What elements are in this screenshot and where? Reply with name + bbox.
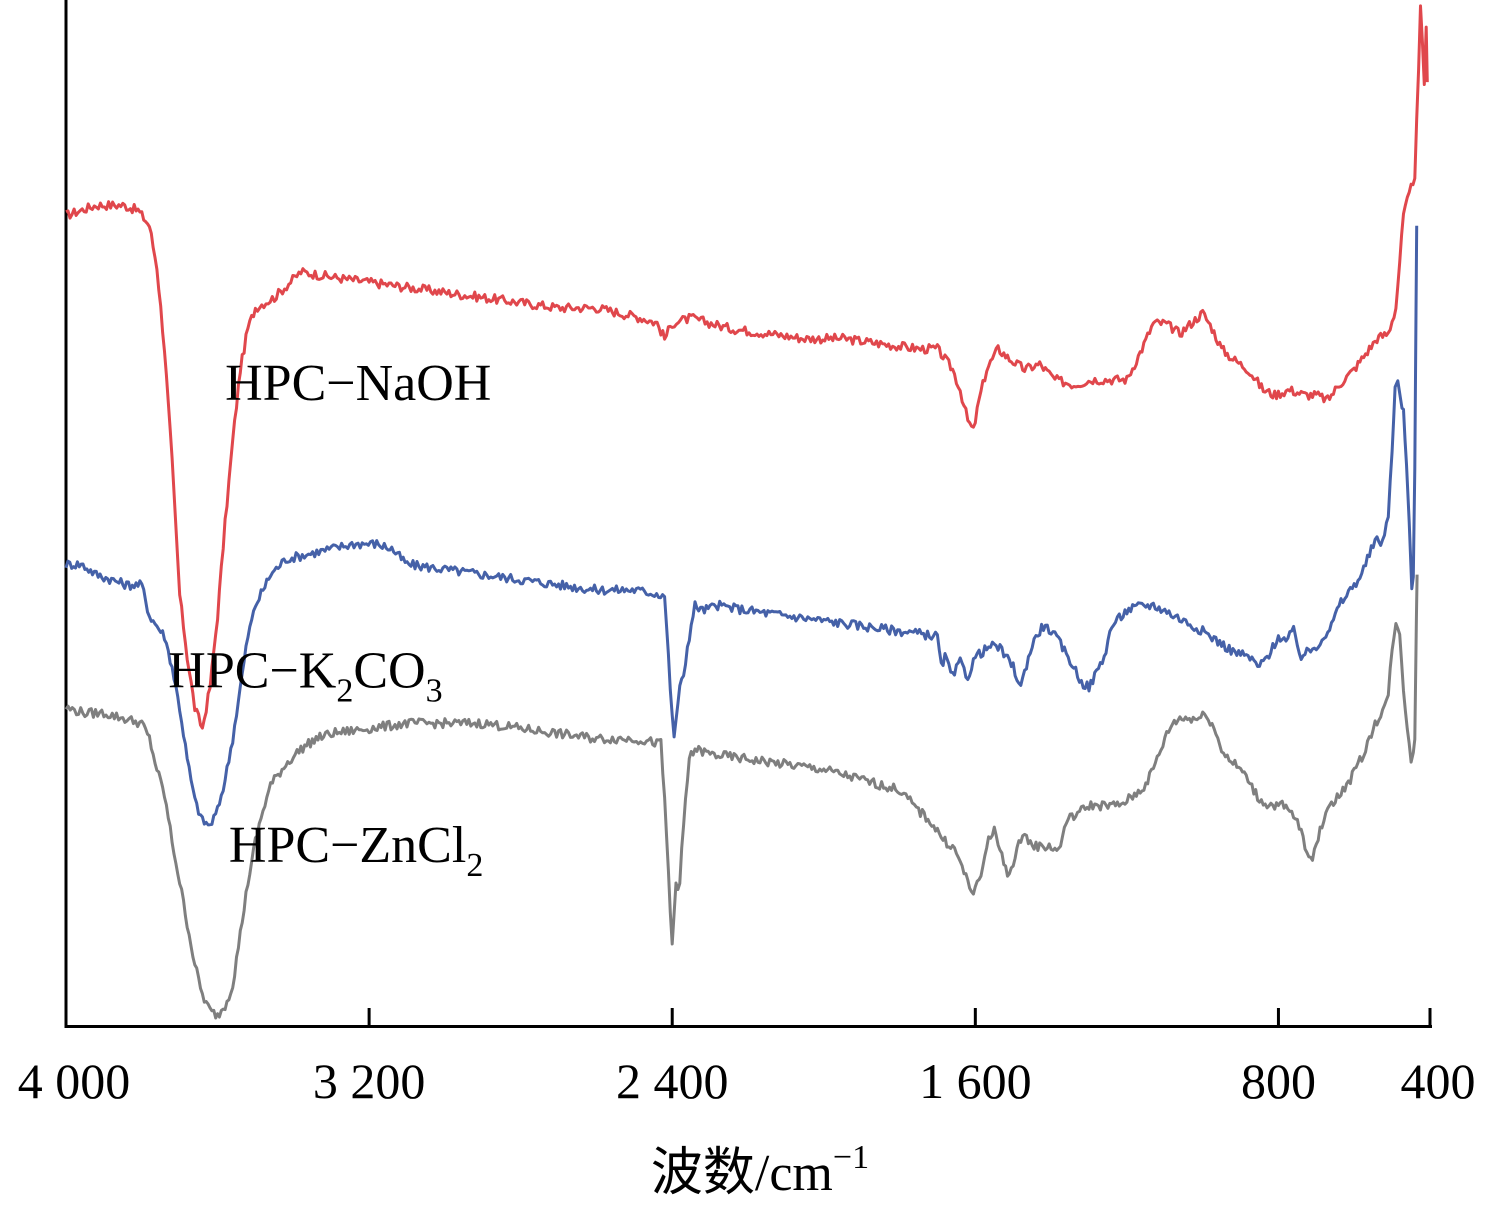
series-label: HPC−K2CO3 [168, 642, 442, 709]
series-label-text: CO [353, 642, 425, 699]
series-label-subscript: 3 [426, 672, 443, 709]
x-axis-title-text: 波数/cm [651, 1145, 833, 1202]
series-layer [64, 4, 1429, 1020]
series-line [64, 574, 1419, 1020]
series-label: HPC−ZnCl2 [229, 817, 483, 884]
x-tick-label: 800 [1241, 1053, 1316, 1109]
x-axis-title: 波数/cm−1 [651, 1139, 869, 1202]
series-label-text: HPC−NaOH [225, 355, 491, 412]
series-label-subscript: 2 [336, 672, 353, 709]
x-axis-title-superscript: −1 [833, 1139, 869, 1176]
x-tick-layer: 4 000 3 200 2 400 1 600 800 400 [18, 1008, 1476, 1109]
x-tick-label: 3 200 [313, 1053, 426, 1109]
x-tick-label: 2 400 [616, 1053, 729, 1109]
x-tick-label: 1 600 [919, 1053, 1032, 1109]
series-line [65, 4, 1429, 730]
series-label-text: HPC−K [168, 642, 336, 699]
series-label: HPC−NaOH [225, 355, 491, 412]
series-label-subscript: 2 [466, 847, 483, 884]
x-tick-label: 400 [1401, 1053, 1476, 1109]
series-line [64, 225, 1419, 827]
x-tick-label: 4 000 [18, 1053, 131, 1109]
series-label-text: HPC−ZnCl [229, 817, 466, 874]
